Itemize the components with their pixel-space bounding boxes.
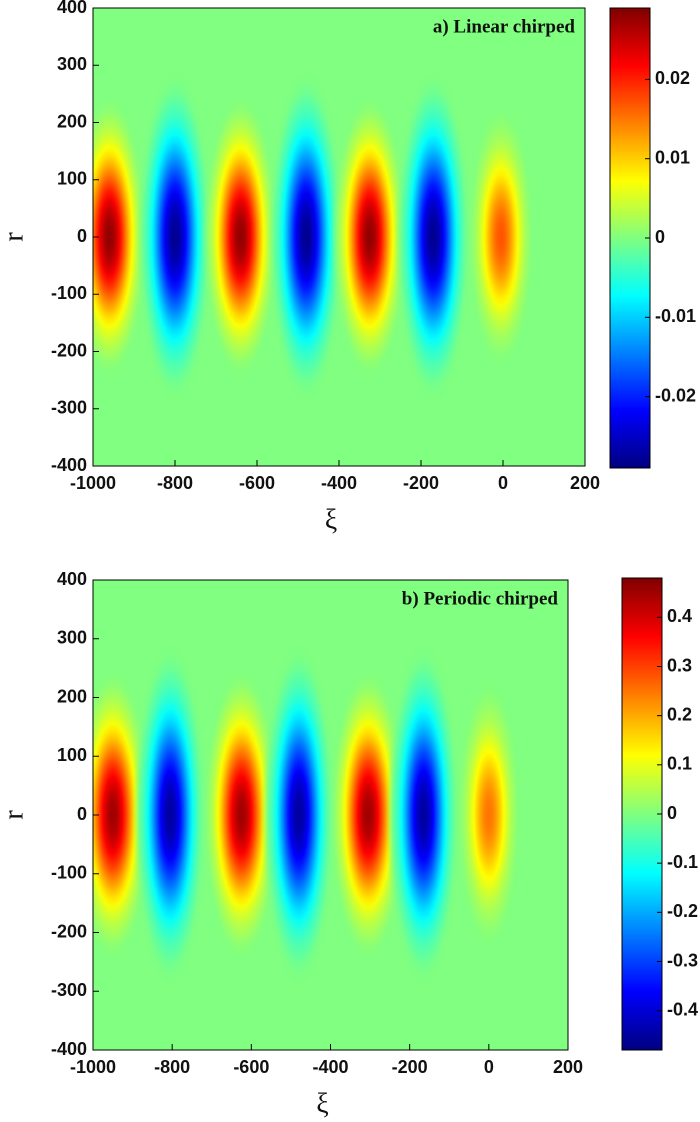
- colorbar-tick-label: -0.2: [667, 901, 698, 921]
- peak: [328, 662, 408, 968]
- peak: [394, 65, 473, 409]
- y-tick-label: 100: [57, 169, 87, 189]
- peak: [136, 65, 214, 409]
- colorbar-tick-label: 0.4: [667, 606, 692, 626]
- y-tick-label: -100: [51, 863, 87, 883]
- x-tick-label: 200: [553, 1057, 583, 1077]
- y-tick-label: 0: [77, 804, 87, 824]
- colorbar-tick-label: 0.2: [667, 704, 692, 724]
- peak: [455, 674, 523, 956]
- y-tick-label: 100: [57, 745, 87, 765]
- x-tick-label: -400: [312, 1057, 348, 1077]
- colorbar-tick-label: -0.4: [667, 999, 698, 1019]
- peak: [385, 638, 462, 992]
- peak: [267, 65, 346, 409]
- colorbar-tick-label: 0: [667, 803, 677, 823]
- y-tick-label: 200: [57, 111, 87, 131]
- heatmap-panel: -1000 -800 -600 -400 -200 0 200-400-300-200-10…: [0, 569, 698, 1120]
- field: [93, 65, 536, 409]
- x-tick-label: -400: [321, 473, 357, 493]
- y-tick-label: -300: [51, 980, 87, 1000]
- x-tick-label: -1000: [70, 473, 116, 493]
- x-tick-label: 0: [484, 1057, 494, 1077]
- chart-title: a) Linear chirped: [433, 16, 576, 37]
- y-tick-label: 300: [57, 628, 87, 648]
- colorbar-tick-label: 0.3: [667, 655, 692, 675]
- x-tick-label: -800: [154, 1057, 190, 1077]
- y-tick-label: -400: [51, 1039, 87, 1059]
- peak: [93, 88, 149, 386]
- field: [93, 638, 523, 992]
- peak: [466, 99, 536, 375]
- x-tick-label: 0: [498, 473, 508, 493]
- x-tick-label: -600: [239, 473, 275, 493]
- y-tick-label: 200: [57, 686, 87, 706]
- y-tick-label: 300: [57, 54, 87, 74]
- colorbar-tick-label: -0.02: [655, 385, 696, 405]
- x-axis-label: ξ: [325, 504, 337, 535]
- x-axis-label: ξ: [316, 1088, 328, 1119]
- y-tick-label: -400: [51, 455, 87, 475]
- heatmap-panel: -1000 -800 -600 -400 -200 0 200-400-300-200-10…: [0, 0, 696, 535]
- peak: [201, 662, 282, 968]
- colorbar-tick-label: 0.01: [655, 147, 690, 167]
- chart-title: b) Periodic chirped: [402, 588, 559, 609]
- x-tick-label: -200: [403, 473, 439, 493]
- x-tick-label: 200: [570, 473, 600, 493]
- x-tick-label: -600: [233, 1057, 269, 1077]
- colorbar-tick-label: 0: [655, 227, 665, 247]
- colorbar: [621, 577, 663, 1051]
- y-tick-label: -200: [51, 921, 87, 941]
- x-tick-label: -1000: [70, 1057, 116, 1077]
- y-tick-label: -100: [51, 283, 87, 303]
- y-axis-label: r: [0, 810, 29, 820]
- y-tick-label: 0: [77, 226, 87, 246]
- colorbar-tick-label: -0.1: [667, 852, 698, 872]
- y-tick-label: 400: [57, 569, 87, 589]
- peak: [330, 88, 409, 386]
- peak: [201, 88, 280, 386]
- y-tick-label: -200: [51, 340, 87, 360]
- peak: [132, 638, 208, 992]
- colorbar-tick-label: 0.1: [667, 754, 692, 774]
- x-tick-label: -800: [157, 473, 193, 493]
- colorbar-tick-label: -0.01: [655, 306, 696, 326]
- y-tick-label: 400: [57, 0, 87, 17]
- colorbar: [609, 7, 651, 469]
- peak: [261, 638, 337, 992]
- y-axis-label: r: [0, 232, 29, 242]
- colorbar-tick-label: 0.02: [655, 68, 690, 88]
- x-tick-label: -200: [392, 1057, 428, 1077]
- colorbar-tick-label: -0.3: [667, 950, 698, 970]
- y-tick-label: -300: [51, 398, 87, 418]
